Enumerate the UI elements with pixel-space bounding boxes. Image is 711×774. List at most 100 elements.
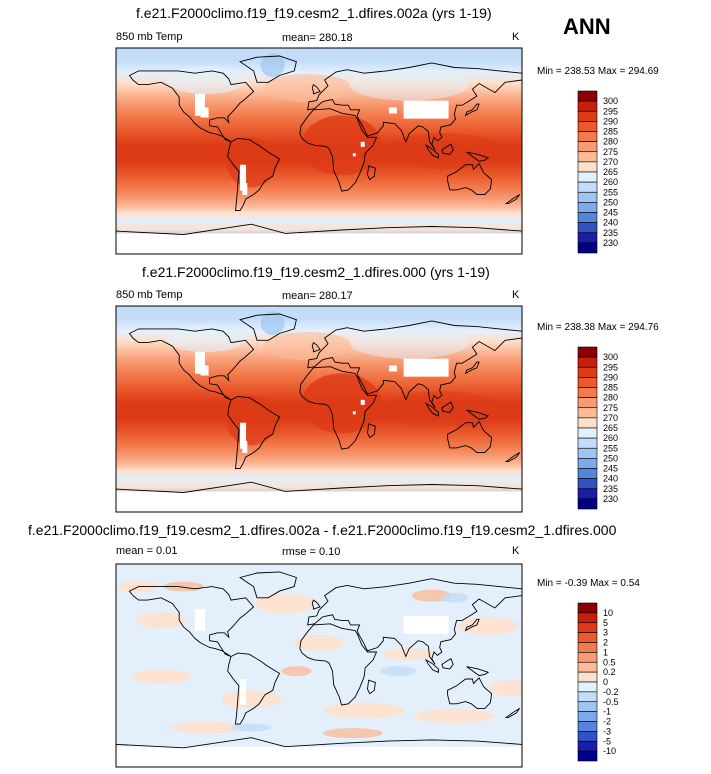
colorbar-1-box-2	[577, 110, 598, 122]
colorbar-2-box-11	[577, 458, 598, 469]
map-field-2	[116, 306, 522, 512]
colorbar-3-label-1: 5	[603, 618, 608, 628]
colorbar-1-label-14: 230	[603, 238, 618, 248]
coastline-2-4	[307, 320, 522, 409]
colorbar-1-box-7	[577, 161, 598, 173]
coastline-2-3	[299, 366, 378, 450]
colorbar-2-label-12: 240	[603, 474, 618, 484]
colorbar-3-box-10	[577, 701, 598, 712]
panel-2-mean-label: mean= 280.17	[282, 290, 353, 302]
colorbar-3-label-12: -3	[603, 726, 611, 736]
colorbar-2-box-8	[577, 427, 598, 439]
colorbar-3-label-2: 3	[603, 628, 608, 638]
coastline-2-6	[425, 402, 439, 417]
colorbar-2-box-0	[577, 346, 598, 358]
colorbar-1-label-1: 295	[603, 106, 618, 116]
coastline-1-10	[464, 103, 480, 117]
coastline-3-8	[466, 666, 490, 677]
coastline-3-4	[307, 578, 522, 665]
colorbar-3-box-4	[577, 642, 598, 653]
colorbar-1-box-3	[577, 121, 598, 132]
colorbar-3-label-13: -5	[603, 736, 611, 746]
panel-2-units-label: K	[512, 289, 520, 301]
colorbar-2-label-8: 260	[603, 433, 618, 443]
colorbar-1-label-9: 255	[603, 187, 618, 197]
coastline-2-1	[227, 395, 281, 469]
colorbar-3-label-10: -1	[603, 707, 611, 717]
colorbar-1-label-4: 280	[603, 137, 618, 147]
colorbar-3-box-14	[577, 740, 598, 752]
colorbar-3-box-3	[577, 632, 598, 643]
coastline-2-13	[116, 481, 522, 512]
colorbar-1-box-11	[577, 202, 598, 213]
coastline-2-12	[504, 452, 521, 463]
coastline-3-1	[227, 652, 281, 725]
colorbar-2-box-3	[577, 377, 598, 388]
colorbar-3-box-9	[577, 691, 598, 703]
coastline-1-11	[311, 83, 321, 95]
colorbar-3-label-5: 0.5	[603, 657, 616, 667]
coastline-1-6	[425, 144, 439, 159]
coastline-1-7	[441, 143, 454, 155]
colorbar-2-label-5: 275	[603, 403, 618, 413]
colorbar-2-label-7: 265	[603, 423, 618, 433]
coastline-1-5	[447, 162, 493, 195]
coastline-2-10	[464, 361, 480, 375]
colorbar-2-box-7	[577, 417, 598, 429]
map-frame-1	[115, 47, 523, 255]
coastline-3-7	[441, 658, 454, 670]
colorbar-3-box-11	[577, 711, 598, 722]
coastline-2-2	[239, 313, 297, 341]
colorbar-2-label-4: 280	[603, 393, 618, 403]
panel-1-units-label: K	[512, 31, 520, 43]
map-field-1	[116, 48, 522, 254]
colorbar-1-label-0: 300	[603, 96, 618, 106]
colorbar-1-label-11: 245	[603, 208, 618, 218]
colorbar-3-box-15	[577, 750, 598, 762]
colorbar-2-label-1: 295	[603, 362, 618, 372]
coastline-1-9	[367, 165, 376, 181]
colorbar-1-label-3: 285	[603, 127, 618, 137]
panel-1-title: f.e21.F2000climo.f19_f19.cesm2_1.dfires.…	[136, 5, 492, 21]
colorbar-3-label-9: -0.5	[603, 697, 619, 707]
coastline-2-7	[441, 401, 454, 413]
colorbar-1-label-12: 240	[603, 218, 618, 228]
colorbar-3-label-14: -10	[603, 746, 616, 756]
coastline-1-1	[227, 137, 281, 211]
coastline-1-3	[299, 108, 378, 192]
coastline-2-11	[311, 341, 321, 353]
colorbar-1-box-14	[577, 232, 598, 244]
colorbar-2-label-13: 235	[603, 484, 618, 494]
coastline-1-12	[504, 194, 521, 205]
colorbar-3-box-13	[577, 731, 598, 742]
coastline-1-0	[128, 70, 255, 143]
colorbar-3-box-8	[577, 681, 598, 693]
colorbar-3-box-0	[577, 602, 598, 614]
panel-3-title: f.e21.F2000climo.f19_f19.cesm2_1.dfires.…	[28, 522, 617, 538]
coastline-1-8	[466, 151, 490, 162]
colorbar-2-box-1	[577, 356, 598, 368]
coastline-1-13	[116, 223, 522, 254]
colorbar-2-box-4	[577, 387, 598, 398]
coastline-1-2	[239, 55, 297, 83]
colorbar-1-box-8	[577, 171, 598, 183]
colorbar-2-box-9	[577, 437, 598, 449]
coastline-3-2	[239, 571, 297, 599]
colorbar-3-label-0: 10	[603, 608, 613, 618]
coastline-3-5	[447, 677, 493, 709]
coastline-3-13	[116, 737, 522, 767]
colorbar-2-label-11: 245	[603, 464, 618, 474]
coastline-2-9	[367, 423, 376, 439]
coastline-3-11	[311, 599, 321, 610]
colorbar-1-label-8: 260	[603, 177, 618, 187]
colorbar-1-box-1	[577, 100, 598, 112]
colorbar-1-label-2: 290	[603, 116, 618, 126]
colorbar-3-label-4: 1	[603, 647, 608, 657]
coastline-2-0	[128, 328, 255, 401]
colorbar-1-label-10: 250	[603, 197, 618, 207]
coastline-3-9	[367, 679, 376, 695]
colorbar-2-label-6: 270	[603, 413, 618, 423]
panel-1-variable-label: 850 mb Temp	[116, 31, 183, 43]
map-field-3	[116, 564, 522, 767]
colorbar-1-box-15	[577, 242, 598, 254]
